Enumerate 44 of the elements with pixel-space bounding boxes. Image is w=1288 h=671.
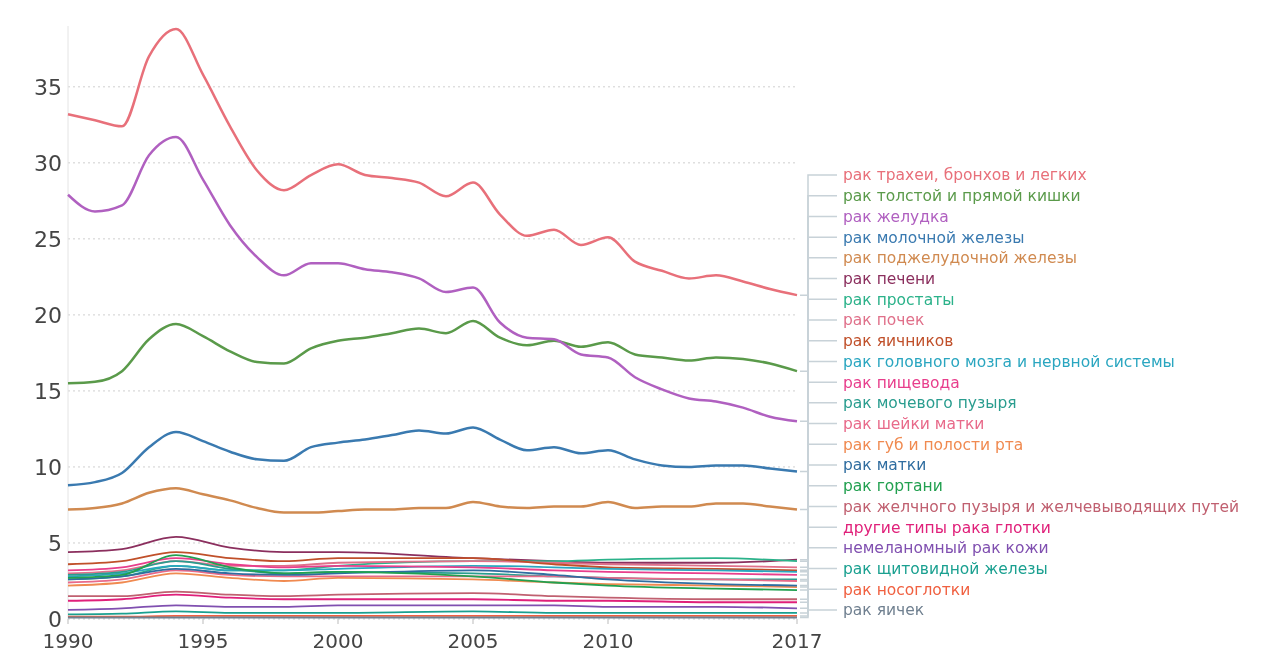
text: рак желудка [843,207,949,226]
x-tick-label: 1990 [42,629,94,653]
text: рак желчного пузыря и желчевыводящих путей [843,497,1240,516]
text: рак головного мозга и нервной системы [843,352,1175,371]
y-tick-label: 0 [48,606,62,632]
y-tick-label: 10 [34,454,62,480]
line-series [66,426,799,487]
text: рак носоглотки [843,580,971,599]
text: рак толстой и прямой кишки [843,187,1081,206]
line-series [66,27,799,297]
text: рак щитовидной железы [843,560,1048,578]
text: рак матки [843,456,927,475]
y-tick-label: 30 [34,150,62,176]
y-tick-label: 15 [34,378,62,404]
text: рак поджелудочной железы [843,249,1077,268]
text: немеланомный рак кожи [843,539,1049,558]
text: рак трахеи, бронхов и легких [843,166,1087,185]
text: рак пищевода [843,373,960,392]
text: рак печени [843,270,936,288]
y-tick-label: 20 [34,302,62,328]
y-tick-label: 5 [48,530,62,556]
x-tick-label: 2017 [771,629,823,653]
line-series [66,319,799,385]
text: рак яичек [843,601,925,620]
line-series [66,486,799,514]
text: рак мочевого пузыря [843,394,1017,413]
text: рак яичников [843,332,954,351]
line-series [66,135,799,423]
text: рак почек [843,311,925,330]
x-tick-label: 2010 [582,629,634,653]
text: рак простаты [843,290,955,309]
text: другие типы рака глотки [843,518,1051,537]
line-series [67,572,798,588]
text: рак губ и полости рта [843,435,1024,454]
line-series [67,554,798,592]
y-tick-label: 25 [34,226,62,252]
line-series [67,551,798,572]
y-tick-label: 35 [34,74,62,100]
text: рак гортани [843,477,943,496]
x-tick-label: 2000 [312,629,364,653]
text: рак молочной железы [843,228,1025,247]
x-tick-label: 1995 [177,629,229,653]
x-tick-label: 2005 [447,629,499,653]
text: рак шейки матки [843,415,985,433]
